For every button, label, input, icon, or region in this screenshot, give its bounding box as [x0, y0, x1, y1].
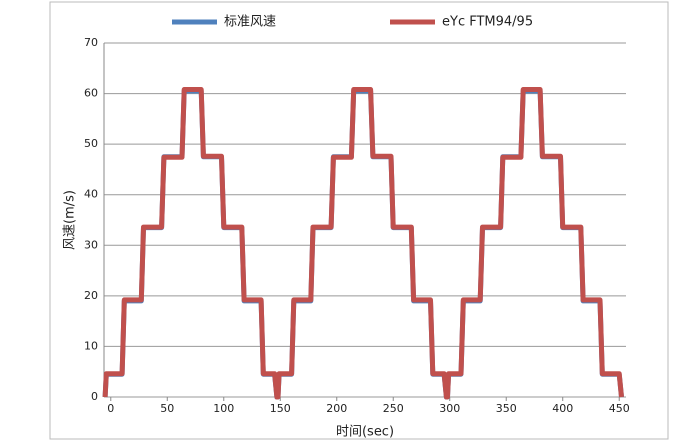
legend-label: eYc FTM94/95	[442, 15, 533, 30]
x-tick-label: 250	[383, 402, 404, 415]
x-tick-label: 50	[160, 402, 174, 415]
y-tick-label: 20	[84, 289, 98, 302]
data-line	[102, 87, 624, 400]
x-tick-label: 200	[326, 402, 347, 415]
y-tick-label: 70	[84, 36, 98, 49]
x-tick-label: 350	[496, 402, 517, 415]
y-tick-label: 10	[84, 339, 98, 352]
x-tick-label: 150	[270, 402, 291, 415]
y-tick-label: 60	[84, 87, 98, 100]
x-axis-label: 时间(sec)	[336, 425, 394, 440]
x-tick-label: 100	[213, 402, 234, 415]
y-axis-label: 风速(m/s)	[63, 190, 78, 250]
chart-border	[49, 1, 669, 440]
x-tick-label: 450	[609, 402, 630, 415]
x-tick-label: 300	[439, 402, 460, 415]
y-tick-label: 50	[84, 137, 98, 150]
y-tick-label: 30	[84, 238, 98, 251]
y-tick-label: 0	[91, 390, 98, 403]
x-tick-label: 0	[107, 402, 114, 415]
legend-label: 标准风速	[224, 15, 276, 30]
y-tick-label: 40	[84, 188, 98, 201]
x-tick-label: 400	[552, 402, 573, 415]
